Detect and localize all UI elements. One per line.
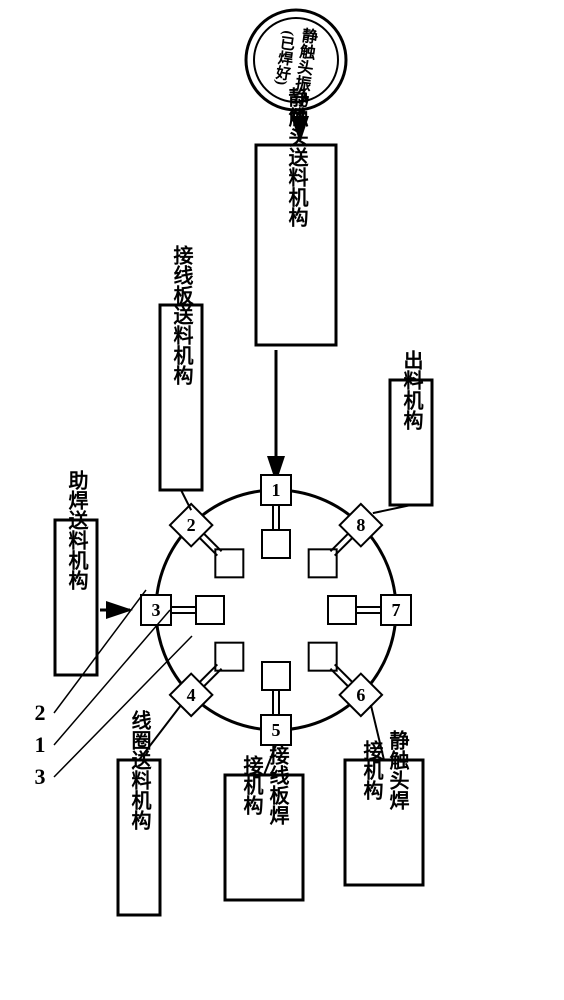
station-4-label: 4 [187,685,196,705]
static-weld-box [345,760,423,885]
spoke-2-a [200,538,218,556]
station-1-label: 1 [272,480,281,500]
flux-feeder-box-text: 助焊送料机构 [65,470,88,590]
spoke-8-a [330,534,348,552]
callout-1: 1 [35,732,46,757]
callout-2: 2 [35,700,46,725]
station-5-label: 5 [272,720,281,740]
coil-feeder-box-text: 线圈送料机构 [128,709,151,830]
station-5-inner [262,662,290,690]
terminal-weld-box-text: 接线板焊 [266,745,289,826]
station-7-inner [328,596,356,624]
station-2-inner [215,549,243,577]
station-8-inner [309,549,337,577]
station-2-label: 2 [187,515,196,535]
station-3-inner [196,596,224,624]
spoke-4-b [200,664,218,682]
station-4-inner [215,643,243,671]
station-1-inner [262,530,290,558]
spoke-2-b [204,534,222,552]
callout-line-3 [54,636,192,777]
spoke-4-a [204,669,222,687]
station-6-inner [309,643,337,671]
spoke-6-a [335,664,353,682]
spoke-6-b [330,669,348,687]
output-box-text: 出料机构 [400,350,423,430]
callout-3: 3 [35,764,46,789]
station-8-label: 8 [356,515,365,535]
diagram-canvas: 静触头振动盘(已焊好)静触头送料机构接线板送料机构助焊送料机构线圈送料机构接线板… [0,0,564,1000]
callout-line-2 [54,590,146,713]
terminal-board-feeder-box-text: 接线板送料机构 [170,245,193,385]
conn-2 [181,490,191,510]
static-contact-feeder-label: 静触头送料机构 [285,86,308,227]
terminal-weld-box [225,775,303,900]
station-6-label: 6 [356,685,365,705]
spoke-8-b [335,538,353,556]
station-3-label: 3 [152,600,161,620]
terminal-weld-box-text: 接机构 [240,755,263,815]
static-weld-box-text: 接机构 [360,740,383,800]
station-7-label: 7 [392,600,401,620]
static-weld-box-text: 静触头焊 [386,729,409,811]
callout-line-1 [54,610,170,745]
